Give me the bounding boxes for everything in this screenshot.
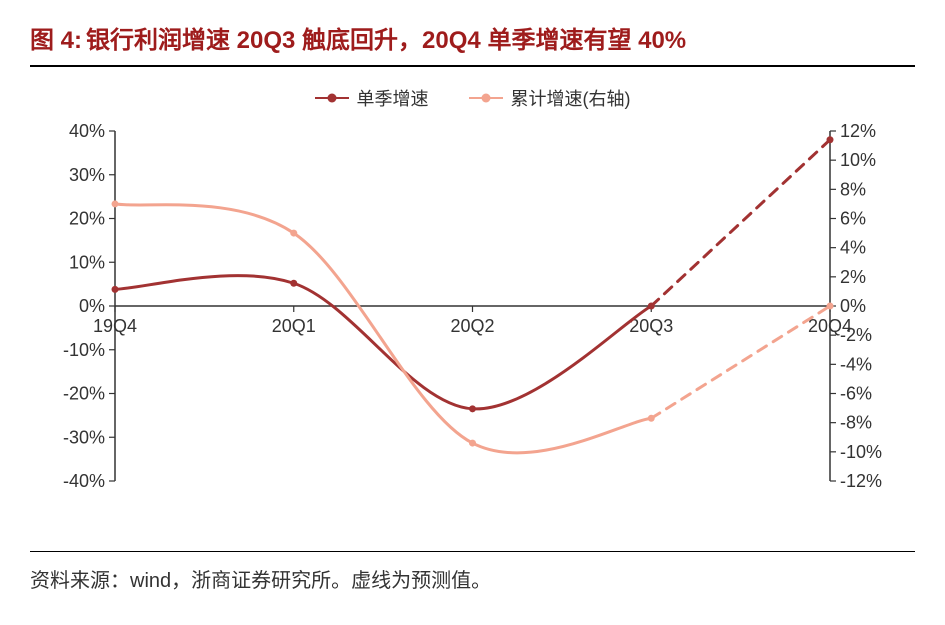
legend-item-series1: 单季增速 [315, 85, 429, 111]
source-text: 资料来源：wind，浙商证券研究所。虚线为预测值。 [30, 570, 491, 592]
svg-text:10%: 10% [840, 150, 876, 170]
svg-text:20Q1: 20Q1 [272, 316, 316, 336]
svg-text:-6%: -6% [840, 384, 872, 404]
svg-text:0%: 0% [840, 296, 866, 316]
svg-text:2%: 2% [840, 267, 866, 287]
legend-swatch-series2 [469, 91, 503, 105]
svg-text:20%: 20% [69, 209, 105, 229]
legend-label-series2: 累计增速(右轴) [511, 85, 631, 111]
legend-label-series1: 单季增速 [357, 85, 429, 111]
svg-text:19Q4: 19Q4 [93, 316, 137, 336]
svg-text:-8%: -8% [840, 413, 872, 433]
svg-text:20Q3: 20Q3 [629, 316, 673, 336]
svg-text:8%: 8% [840, 179, 866, 199]
chart-legend: 单季增速 累计增速(右轴) [30, 85, 915, 111]
svg-text:-4%: -4% [840, 354, 872, 374]
legend-item-series2: 累计增速(右轴) [469, 85, 631, 111]
svg-text:-20%: -20% [63, 384, 105, 404]
svg-text:40%: 40% [69, 121, 105, 141]
figure-number: 图 4: [30, 20, 82, 55]
svg-text:-10%: -10% [840, 442, 882, 462]
svg-text:6%: 6% [840, 209, 866, 229]
svg-text:-12%: -12% [840, 471, 882, 491]
svg-text:12%: 12% [840, 121, 876, 141]
svg-text:-30%: -30% [63, 427, 105, 447]
source-footer: 资料来源：wind，浙商证券研究所。虚线为预测值。 [30, 551, 915, 593]
figure-title: 银行利润增速 20Q3 触底回升，20Q4 单季增速有望 40% [86, 20, 686, 55]
svg-text:10%: 10% [69, 252, 105, 272]
chart-area: -40% -30% -20% -10% 0% 10% 20% 30% 40% -12% -10% -8… [30, 121, 915, 551]
legend-swatch-series1 [315, 91, 349, 105]
line-chart: -40% -30% -20% -10% 0% 10% 20% 30% 40% -12% -10% -8… [30, 121, 900, 541]
svg-text:30%: 30% [69, 165, 105, 185]
svg-text:-40%: -40% [63, 471, 105, 491]
svg-text:20Q4: 20Q4 [808, 316, 852, 336]
figure-title-row: 图 4: 银行利润增速 20Q3 触底回升，20Q4 单季增速有望 40% [30, 20, 915, 67]
svg-text:20Q2: 20Q2 [450, 316, 494, 336]
svg-text:-10%: -10% [63, 340, 105, 360]
svg-text:0%: 0% [79, 296, 105, 316]
svg-text:4%: 4% [840, 238, 866, 258]
